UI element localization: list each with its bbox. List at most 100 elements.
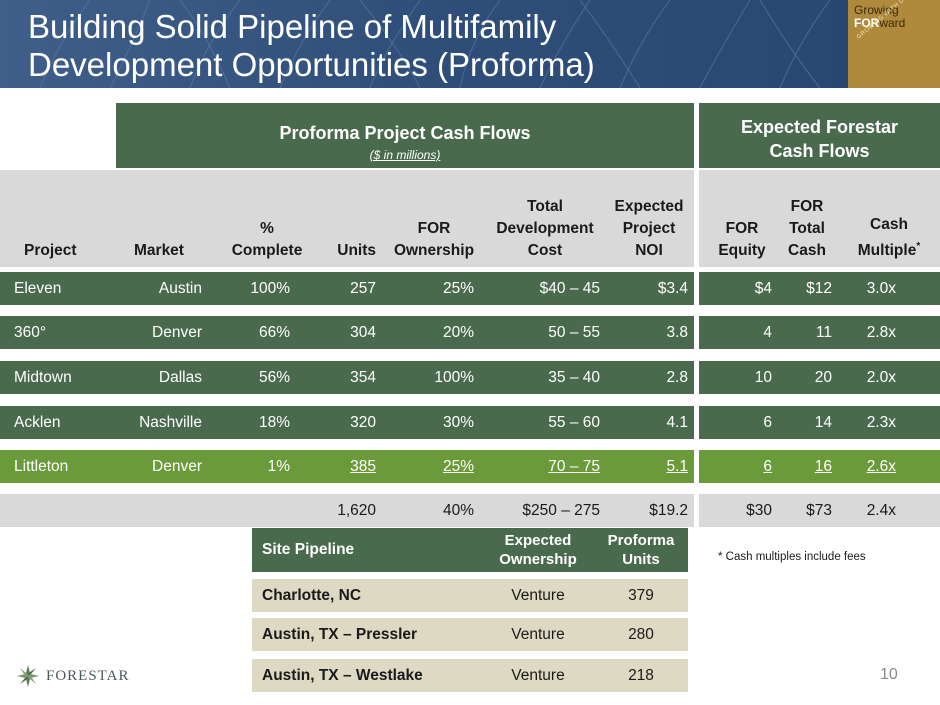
total-ownership: 40% <box>442 501 474 519</box>
page-number: 10 <box>880 666 898 683</box>
site-pipeline-col-units: Proforma Units <box>598 530 684 570</box>
cell-market: Denver <box>152 457 202 475</box>
col-multiple-asterisk: * <box>916 240 921 252</box>
forestar-star-icon <box>17 665 39 687</box>
table-row-band-forestar <box>699 406 940 439</box>
col-multiple-line-1: Cash <box>870 215 908 233</box>
col-noi-line-3: NOI <box>635 242 663 259</box>
table-row-band <box>0 316 694 349</box>
cell-complete: 66% <box>258 323 290 341</box>
cell-units: 257 <box>350 279 376 297</box>
site-pipeline-row: Austin, TX – Pressler Venture 280 <box>252 618 688 651</box>
col-development-cost: Total Development Cost <box>486 190 604 262</box>
cell-total-cash: 11 <box>815 323 832 341</box>
forestar-wordmark: FORESTAR <box>46 667 130 684</box>
cell-cost: 50 – 55 <box>548 323 600 341</box>
column-header-band-proforma <box>0 170 694 267</box>
site-pipeline-ownership-line-2: Ownership <box>499 551 577 568</box>
cell-multiple: 2.3x <box>866 413 896 431</box>
site-pipeline-ownership-line-1: Expected <box>504 532 572 549</box>
cell-complete: 100% <box>250 279 290 297</box>
cell-cost: 70 – 75 <box>548 457 600 475</box>
table-row-band-forestar <box>699 361 940 394</box>
total-cost: $250 – 275 <box>522 501 600 519</box>
col-noi-line-1: Expected <box>614 198 684 215</box>
site-pipeline-units-line-1: Proforma <box>607 532 675 549</box>
col-cost-line-3: Cost <box>527 242 563 259</box>
growing-forward-logo: Growing FORward GROWING WITH DISCIPLINE … <box>848 0 940 88</box>
col-market: Market <box>134 242 184 259</box>
cell-units: 320 <box>350 413 376 431</box>
site-units: 379 <box>628 586 654 604</box>
cell-noi: 2.8 <box>666 368 688 386</box>
cell-cost: 35 – 40 <box>548 368 600 386</box>
cell-equity: 6 <box>763 413 772 431</box>
totals-row-band <box>0 494 694 527</box>
cell-multiple: 2.8x <box>866 323 896 341</box>
col-multiple-label: Multiple <box>857 242 917 259</box>
cell-project: Littleton <box>14 457 69 475</box>
cell-ownership: 20% <box>442 323 474 341</box>
forestar-header-line-2: Cash Flows <box>769 140 870 161</box>
col-units: Units <box>337 242 376 259</box>
title-line-1: Building Solid Pipeline of Multifamily <box>28 8 557 45</box>
col-complete-line-1: % <box>260 220 274 237</box>
total-equity: $30 <box>746 501 772 519</box>
cell-market: Dallas <box>158 368 202 386</box>
cell-market: Nashville <box>139 413 202 431</box>
cell-project: 360° <box>14 323 47 341</box>
forestar-logo: FORESTAR <box>16 664 129 688</box>
total-total-cash: $73 <box>806 501 832 519</box>
site-name: Austin, TX – Westlake <box>262 666 423 684</box>
totals-row-band-forestar <box>699 494 940 527</box>
cell-equity: $4 <box>754 279 772 297</box>
cell-total-cash: 20 <box>814 368 832 386</box>
col-for-equity: FOR Equity <box>712 212 772 262</box>
banner-texture <box>39 0 831 88</box>
cell-noi: $3.4 <box>657 279 688 297</box>
site-name: Austin, TX – Pressler <box>262 625 418 643</box>
col-cost-line-2: Development <box>496 220 594 237</box>
col-equity-line-1: FOR <box>725 220 759 237</box>
table-row-band-forestar <box>699 316 940 349</box>
cell-equity: 6 <box>763 457 772 475</box>
table-row-band-forestar <box>699 450 940 483</box>
site-ownership: Venture <box>511 625 565 643</box>
site-units: 280 <box>628 625 654 643</box>
site-ownership: Venture <box>511 586 565 604</box>
table-row-band <box>0 406 694 439</box>
cell-units: 304 <box>350 323 376 341</box>
col-complete: % Complete <box>222 212 312 262</box>
col-ownership-line-2: Ownership <box>393 242 475 259</box>
col-for-total-cash: FOR Total Cash <box>778 190 836 262</box>
cell-multiple: 2.6x <box>866 457 896 475</box>
cell-complete: 1% <box>267 457 290 475</box>
cell-total-cash: $12 <box>806 279 832 297</box>
logo-brand-line-1: Growing <box>854 3 899 17</box>
col-project: Project <box>24 242 77 259</box>
proforma-header-units: ($ in millions) <box>369 148 441 162</box>
cell-noi: 5.1 <box>666 457 688 475</box>
site-pipeline-col-ownership: Expected Ownership <box>484 530 592 570</box>
col-project-noi: Expected Project NOI <box>606 190 692 262</box>
site-units: 218 <box>628 666 654 684</box>
col-multiple-line-2: Multiple* <box>858 236 920 262</box>
forestar-header-line-1: Expected Forestar <box>740 116 899 137</box>
table-row-band <box>0 450 694 483</box>
logo-brand-for: FOR <box>854 16 880 30</box>
col-totalcash-line-1: FOR <box>790 198 824 215</box>
site-pipeline-row: Charlotte, NC Venture 379 <box>252 579 688 612</box>
cell-ownership: 100% <box>434 368 474 386</box>
site-name: Charlotte, NC <box>262 586 362 604</box>
logo-brand-text: Growing FORward <box>854 4 938 30</box>
proforma-header-title: Proforma Project Cash Flows <box>279 122 531 143</box>
site-ownership: Venture <box>511 666 565 684</box>
cell-units: 385 <box>350 457 376 475</box>
cell-equity: 4 <box>763 323 772 341</box>
cell-multiple: 3.0x <box>866 279 896 297</box>
cell-multiple: 2.0x <box>866 368 896 386</box>
cell-market: Denver <box>152 323 202 341</box>
cell-project: Midtown <box>14 368 72 386</box>
col-noi-line-2: Project <box>622 220 676 237</box>
cell-market: Austin <box>158 279 202 297</box>
